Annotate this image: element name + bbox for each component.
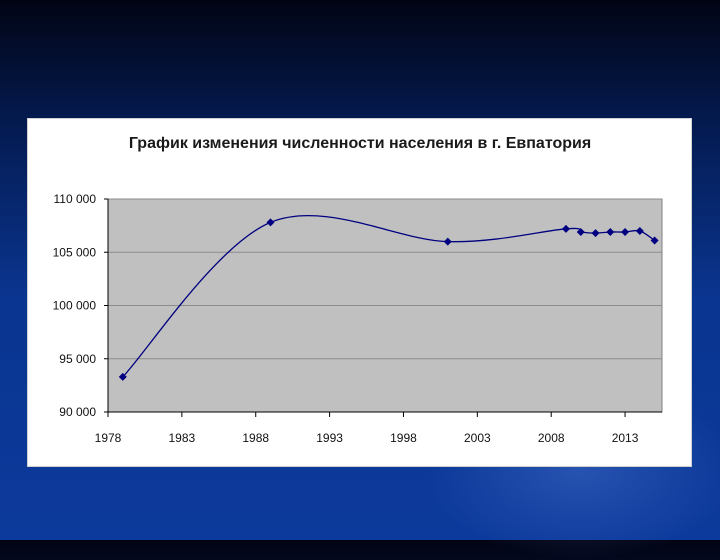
x-tick-label: 1983	[169, 431, 196, 445]
y-tick-label: 110 000	[54, 192, 97, 206]
data-point	[561, 224, 570, 233]
data-point	[650, 236, 659, 245]
data-point	[443, 237, 452, 246]
x-tick-label: 1993	[316, 431, 343, 445]
x-tick-label: 2013	[612, 431, 639, 445]
x-tick-label: 2003	[464, 431, 491, 445]
data-point	[606, 228, 615, 237]
x-tick-label: 1998	[390, 431, 417, 445]
data-point	[591, 229, 600, 238]
data-point	[635, 226, 644, 235]
data-point	[266, 218, 275, 227]
data-point	[118, 372, 127, 381]
x-tick-label: 1978	[95, 431, 122, 445]
y-tick-label: 100 000	[53, 299, 97, 313]
chart-title: График изменения численности населения в…	[128, 135, 592, 152]
data-point	[576, 228, 585, 237]
y-tick-label: 95 000	[59, 352, 96, 366]
line-chart: 90 000 95 000 100 000 105 000 110 000 1978 198…	[53, 192, 663, 445]
y-tick-label: 105 000	[53, 245, 97, 259]
data-point	[621, 228, 630, 237]
x-tick-label: 2008	[538, 431, 565, 445]
y-tick-label: 90 000	[59, 405, 96, 419]
x-tick-label: 1988	[242, 431, 269, 445]
